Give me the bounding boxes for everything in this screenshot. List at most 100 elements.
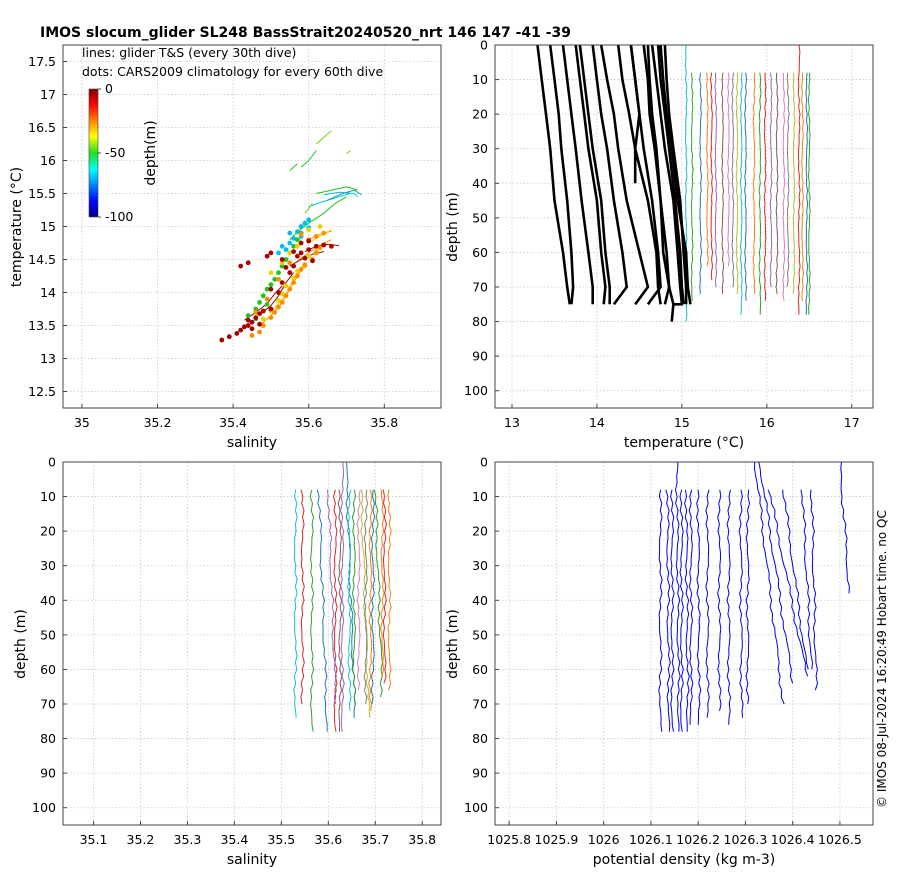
- glider-temperature-profile: [797, 44, 801, 315]
- climatology-dot: [313, 234, 319, 239]
- x-axis-label: salinity: [227, 852, 277, 868]
- x-axis-label: temperature (°C): [624, 435, 744, 451]
- climatology-dot: [249, 319, 255, 325]
- climatology-dot: [306, 227, 312, 233]
- climatology-dot: [260, 323, 266, 328]
- panel-frame: [495, 45, 873, 408]
- density-profile: [726, 489, 732, 725]
- density-profile: [800, 489, 814, 670]
- glider-temperature-profile: [710, 72, 714, 281]
- climatology-dot: [291, 275, 296, 281]
- glider-ts-line: [300, 150, 317, 168]
- climatology-dot: [234, 331, 240, 336]
- climatology-dot: [245, 323, 251, 328]
- density-profile: [674, 461, 681, 732]
- climatology-dot: [257, 321, 262, 327]
- x-tick-label: 1026.3: [724, 832, 768, 847]
- glider-ts-line: [315, 130, 332, 145]
- y-axis-label: temperature (°C): [9, 167, 25, 287]
- climatology-dot: [264, 302, 270, 307]
- climatology-dot: [276, 290, 281, 295]
- climatology-dot: [276, 298, 281, 303]
- figure-title: IMOS slocum_glider SL248 BassStrait20240…: [40, 25, 571, 41]
- climatology-dot: [219, 337, 225, 343]
- climatology-dot: [279, 280, 285, 285]
- climatology-dot: [298, 224, 304, 229]
- density-profile: [705, 489, 710, 718]
- glider-temperature-profile: [727, 72, 730, 267]
- density-profile: [767, 489, 809, 677]
- y-tick-label: 40: [472, 593, 488, 608]
- x-tick-label: 35.8: [370, 415, 398, 430]
- climatology-temperature-profile: [656, 44, 685, 305]
- y-tick-label: 50: [472, 210, 488, 225]
- climatology-dot: [287, 270, 293, 276]
- climatology-dot: [295, 253, 300, 259]
- y-tick-label: 10: [40, 489, 56, 504]
- glider-ts-line: [346, 150, 351, 155]
- glider-temperature-profile: [752, 72, 756, 294]
- glider-temperature-profile: [744, 72, 748, 301]
- x-tick-label: 1025.8: [487, 832, 531, 847]
- climatology-dot: [279, 291, 285, 297]
- glider-temperature-profile: [792, 72, 796, 294]
- climatology-dot: [260, 316, 266, 322]
- climatology-dot: [279, 257, 285, 262]
- colorbar-label: depth(m): [143, 120, 159, 185]
- legend-line-2: dots: CARS2009 climatology for every 60t…: [82, 64, 383, 79]
- climatology-dot: [313, 250, 319, 256]
- climatology-dot: [276, 304, 281, 310]
- glider-temperature-profile: [807, 72, 811, 315]
- x-tick-label: 35.3: [174, 832, 202, 847]
- glider-temperature-profile: [782, 72, 786, 301]
- climatology-dot: [257, 300, 262, 305]
- climatology-dot: [268, 315, 274, 320]
- climatology-dot: [302, 262, 308, 268]
- glider-temperature-profile: [739, 72, 743, 315]
- climatology-dot: [287, 260, 293, 266]
- y-axis-label: depth (m): [445, 609, 461, 679]
- y-tick-label: 20: [472, 107, 488, 122]
- density-profile: [670, 489, 675, 732]
- climatology-dot: [295, 229, 300, 235]
- density-profile: [809, 489, 819, 691]
- x-tick-label: 1026.2: [676, 832, 720, 847]
- glider-temperature-profile: [775, 72, 779, 294]
- density-profile: [688, 489, 694, 725]
- glider-temperature-profile: [714, 72, 718, 288]
- climatology-dot: [257, 311, 262, 316]
- x-tick-label: 1026.1: [629, 832, 673, 847]
- plot-series: [293, 461, 392, 732]
- y-tick-label: 16: [40, 153, 56, 168]
- salinity-profile: [347, 489, 352, 711]
- climatology-temperature-profile: [663, 44, 688, 305]
- salinity-profile: [351, 489, 357, 705]
- density-profile: [679, 489, 684, 732]
- climatology-temperature-profile: [578, 44, 612, 305]
- glider-ts-line: [308, 229, 332, 244]
- climatology-dot: [306, 253, 312, 259]
- climatology-dot: [291, 236, 296, 241]
- y-tick-label: 13.5: [28, 318, 56, 333]
- y-tick-label: 16.5: [28, 120, 56, 135]
- climatology-dot: [249, 326, 255, 332]
- plot-series: [658, 461, 850, 732]
- x-tick-label: 17: [844, 415, 860, 430]
- climatology-dot: [268, 286, 274, 292]
- glider-temperature-profile: [731, 72, 735, 288]
- x-axis-label: salinity: [227, 435, 277, 451]
- grid-lines: [63, 461, 441, 825]
- colorbar-tick-label: -50: [105, 145, 125, 160]
- x-tick-labels: 35 35.2 35.4 35.6 35.8: [74, 415, 398, 430]
- density-profile: [695, 489, 702, 725]
- glider-ts-line: [316, 186, 358, 194]
- climatology-dot: [329, 243, 334, 249]
- climatology-dot: [242, 324, 247, 330]
- y-tick-label: 100: [464, 800, 488, 815]
- y-tick-label: 60: [40, 662, 56, 677]
- x-axis-label: potential density (kg m-3): [593, 852, 775, 868]
- density-profile: [717, 489, 722, 712]
- y-tick-labels: 0 10 20 30 40 50 60 70 80 90 100: [32, 455, 56, 816]
- climatology-dot: [306, 217, 312, 223]
- x-tick-labels: 13 14 15 16 17: [504, 415, 860, 430]
